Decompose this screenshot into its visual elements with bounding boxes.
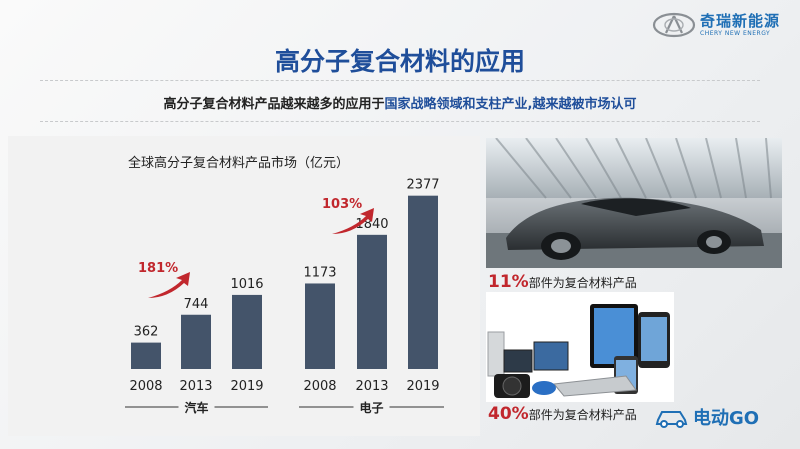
brand-logo: 奇瑞新能源 CHERY NEW ENERGY [652,12,780,38]
chery-emblem-icon [652,12,696,38]
subtitle-part1: 高分子复合材料产品越来越多的应用于 [163,97,385,112]
data-label: 1173 [303,265,336,280]
brand-name-en: CHERY NEW ENERGY [700,29,771,37]
brand-name-cn: 奇瑞新能源 [700,11,781,30]
chart-title: 全球高分子复合材料产品市场（亿元） [128,156,350,171]
car-caption: 11%部件为复合材料产品 [488,272,637,292]
growth-arrow-icon [148,272,190,298]
growth-label: 103% [322,197,362,212]
bar-电子-2019 [408,195,438,369]
sports-car-photo [486,138,782,268]
bar-电子-2008 [305,283,335,369]
car-illustration [486,138,782,268]
bar-汽车-2019 [232,294,262,369]
subtitle-divider [40,121,760,122]
data-label: 2377 [406,178,439,193]
slide-subtitle: 高分子复合材料产品越来越多的应用于国家战略领域和支柱产业,越来越被市场认可 [0,93,800,112]
devices-illustration [487,304,670,398]
x-tick-label: 2013 [355,379,388,394]
car-icon [655,411,688,428]
data-label: 1016 [230,277,263,292]
devices-caption: 40%部件为复合材料产品 [488,404,637,424]
electronic-devices-photo [486,292,674,402]
growth-label: 181% [138,261,178,276]
devices-caption-text: 部件为复合材料产品 [528,408,637,422]
bar-汽车-2008 [131,342,161,369]
title-divider [40,80,760,81]
group-label: 电子 [359,400,383,415]
x-tick-label: 2019 [230,379,263,394]
data-label: 744 [184,297,209,312]
slide-title: 高分子复合材料的应用 [274,47,525,76]
subtitle-part2: 国家战略领域和支柱产业,越来越被市场认可 [384,97,637,112]
group-label: 汽车 [184,400,208,415]
x-tick-label: 2008 [129,379,162,394]
growth-arrow-icon [332,208,374,234]
x-tick-label: 2008 [303,379,336,394]
devices-pct: 40% [488,404,529,424]
car-pct: 11% [488,272,529,292]
chart-panel [8,136,480,436]
x-tick-label: 2019 [406,379,439,394]
watermark: 电动GO [655,404,759,430]
bar-汽车-2013 [181,314,211,369]
watermark-text: 电动GO [693,408,760,429]
car-caption-text: 部件为复合材料产品 [528,276,637,290]
bar-电子-2013 [357,234,387,369]
data-label: 362 [134,325,159,340]
x-tick-label: 2013 [179,379,212,394]
